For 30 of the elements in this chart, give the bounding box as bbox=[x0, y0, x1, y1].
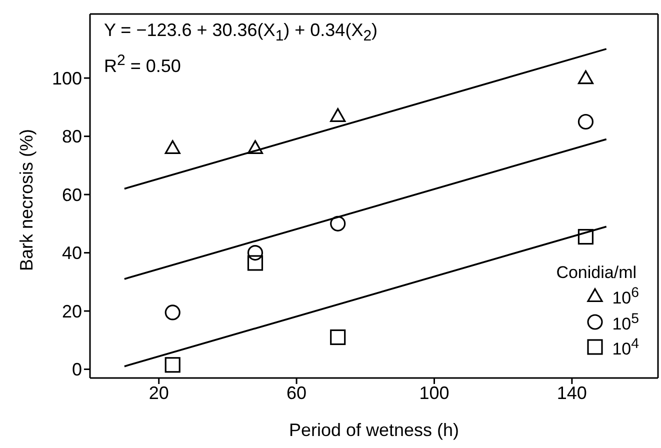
point bbox=[164, 357, 180, 373]
point bbox=[578, 228, 594, 245]
y-tick-label: 60 bbox=[62, 184, 82, 205]
legend-label: 10$^{6}$ bbox=[612, 284, 639, 309]
y-tick-label: 20 bbox=[62, 301, 82, 322]
annotation: R$^{2}$ = 0.50 bbox=[104, 50, 182, 78]
legend-label: 10$^{4}$ bbox=[612, 335, 639, 360]
point bbox=[330, 216, 346, 232]
point bbox=[164, 140, 180, 154]
point bbox=[330, 108, 346, 122]
point bbox=[578, 114, 594, 130]
point bbox=[247, 140, 264, 154]
point bbox=[330, 329, 346, 346]
point bbox=[578, 70, 594, 84]
legend-label: 10$^{5}$ bbox=[612, 310, 639, 334]
y-tick-label: 80 bbox=[62, 126, 82, 147]
legend-title: Conidia/ml bbox=[556, 263, 638, 284]
point bbox=[164, 304, 180, 320]
x-tick-label: 20 bbox=[148, 382, 169, 403]
x-tick-label: 140 bbox=[556, 382, 587, 403]
y-tick-label: 100 bbox=[52, 68, 82, 88]
x-tick-label: 100 bbox=[419, 382, 450, 403]
point bbox=[247, 255, 264, 271]
y-tick-label: 0 bbox=[72, 360, 82, 380]
x-axis-title: Period of wetness (h) bbox=[288, 420, 460, 440]
point bbox=[247, 244, 264, 261]
y-tick-label: 40 bbox=[62, 243, 82, 264]
x-tick-label: 60 bbox=[286, 382, 307, 403]
y-axis-title: Bark necrosis (%) bbox=[16, 128, 36, 271]
annotation: Y = −123.6 + 30.36(X$_{1}$) + 0.34(X$_{2}$) bbox=[104, 19, 378, 47]
